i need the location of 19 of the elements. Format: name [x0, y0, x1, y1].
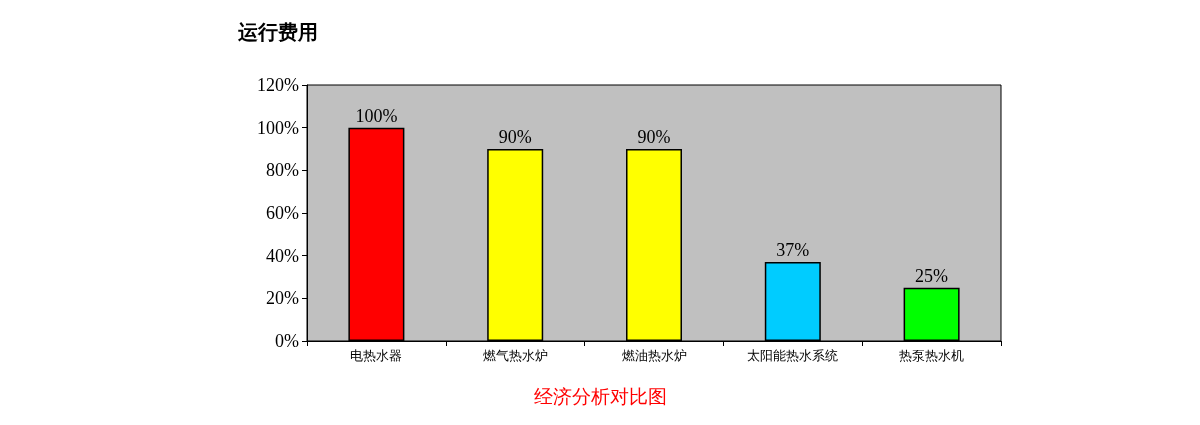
- data-label: 25%: [915, 265, 949, 286]
- data-label: 37%: [776, 240, 810, 261]
- y-tick-label: 100%: [257, 117, 299, 138]
- y-tick-label: 120%: [257, 75, 299, 95]
- x-tick-label: 电热水器: [350, 348, 403, 363]
- data-label: 90%: [637, 127, 671, 147]
- y-tick-label: 80%: [266, 160, 299, 181]
- data-label: 90%: [498, 127, 532, 147]
- x-tick-label: 热泵热水机: [899, 348, 965, 363]
- x-tick-label: 燃油热水炉: [621, 348, 687, 363]
- y-tick-label: 60%: [266, 203, 299, 223]
- x-tick-label: 太阳能热水系统: [747, 348, 839, 363]
- text: 经济分析对比图: [533, 384, 667, 407]
- chart-title: 运行费用: [237, 20, 318, 44]
- data-label: 100%: [355, 105, 398, 126]
- x-tick-label: 燃气热水炉: [482, 348, 548, 363]
- y-tick-label: 0%: [275, 331, 299, 351]
- y-tick-label: 40%: [266, 245, 299, 266]
- y-tick-label: 20%: [266, 288, 299, 309]
